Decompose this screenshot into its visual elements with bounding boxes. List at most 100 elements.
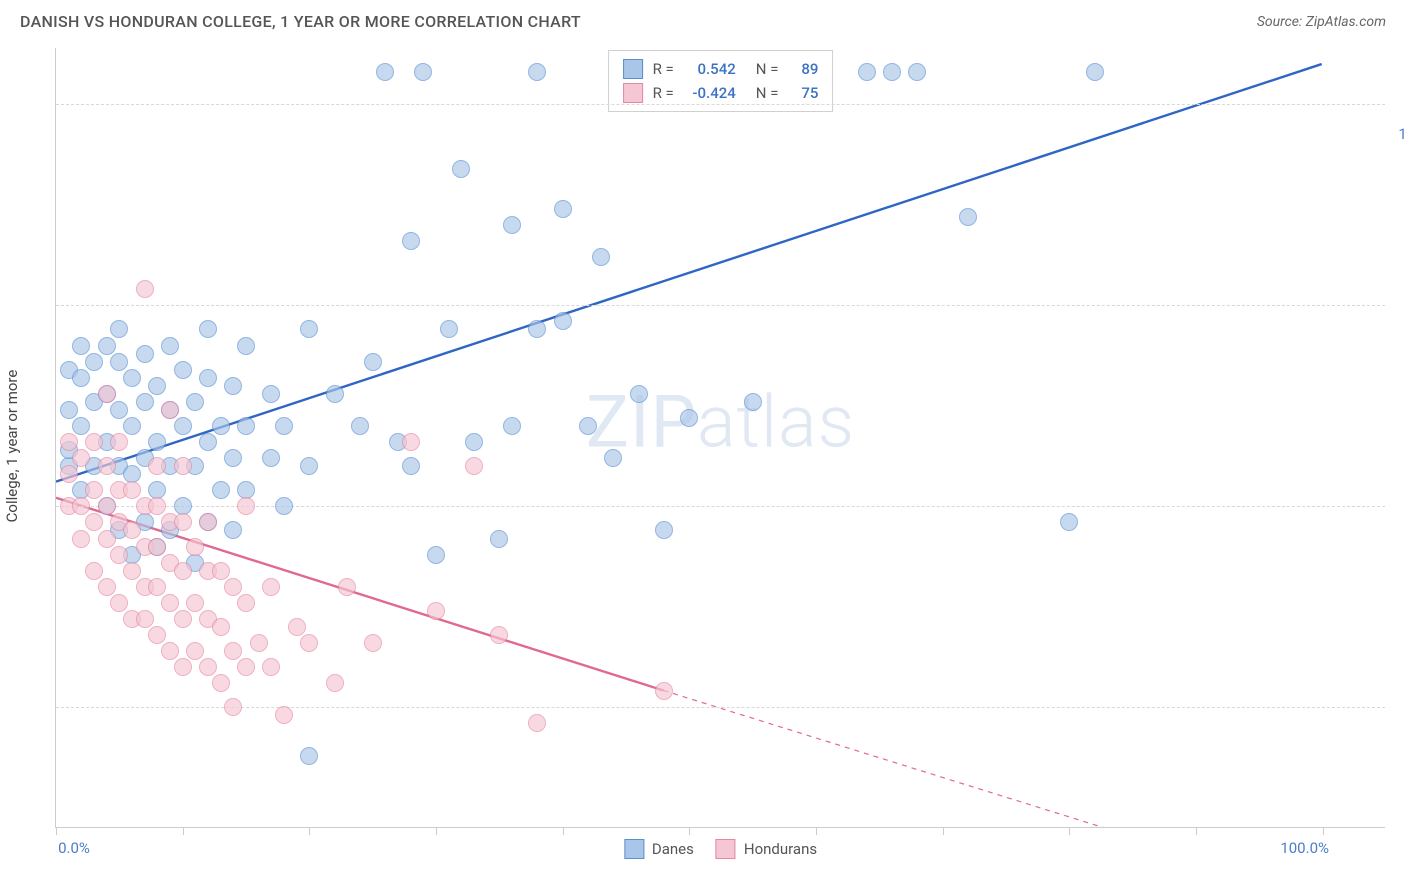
y-axis-label: College, 1 year or more [3,370,21,523]
scatter-point [351,417,369,435]
stat-n-label: N = [756,60,779,78]
scatter-point [364,634,382,652]
scatter-point [72,449,90,467]
scatter-point [224,521,242,539]
scatter-point [655,521,673,539]
scatter-point [123,562,141,580]
scatter-point [427,546,445,564]
stat-n-value: 75 [788,84,818,102]
scatter-point [136,393,154,411]
scatter-point [148,433,166,451]
scatter-point [98,385,116,403]
scatter-point [60,401,78,419]
scatter-point [554,200,572,218]
scatter-point [262,578,280,596]
scatter-point [224,449,242,467]
regression-line-extrapolated [664,690,1385,827]
scatter-point [300,320,318,338]
scatter-point [402,232,420,250]
scatter-point [528,320,546,338]
stat-r-label: R = [653,60,674,78]
stat-n-value: 89 [788,60,818,78]
scatter-point [136,345,154,363]
scatter-point [186,393,204,411]
gridline [56,305,1385,306]
scatter-point [237,497,255,515]
scatter-point [199,320,217,338]
chart-title: DANISH VS HONDURAN COLLEGE, 1 YEAR OR MO… [20,12,581,31]
scatter-point [72,497,90,515]
x-tick [1069,827,1070,835]
scatter-point [72,530,90,548]
scatter-point [60,433,78,451]
scatter-point [110,401,128,419]
watermark: ZIPatlas [586,379,855,464]
scatter-point [440,320,458,338]
scatter-point [262,449,280,467]
series-legend: Danes Hondurans [624,839,817,859]
scatter-point [98,578,116,596]
scatter-point [85,481,103,499]
scatter-point [123,417,141,435]
scatter-point [161,337,179,355]
scatter-point [161,642,179,660]
scatter-point [237,594,255,612]
scatter-point [224,377,242,395]
scatter-point [237,337,255,355]
legend-swatch [623,83,643,103]
scatter-point [427,602,445,620]
scatter-point [199,433,217,451]
x-tick [943,827,944,835]
scatter-point [402,457,420,475]
scatter-point [300,747,318,765]
scatter-point [186,594,204,612]
gridline [56,707,1385,708]
x-tick-label: 0.0% [58,839,90,857]
scatter-point [72,417,90,435]
scatter-point [858,63,876,81]
chart-source: Source: ZipAtlas.com [1257,14,1386,30]
scatter-point [110,320,128,338]
stat-n-label: N = [756,84,779,102]
series-legend-label: Hondurans [744,840,817,858]
scatter-point [528,63,546,81]
scatter-point [275,417,293,435]
scatter-point [490,626,508,644]
scatter-point [148,457,166,475]
scatter-point [326,674,344,692]
scatter-point [592,248,610,266]
legend-swatch [716,839,736,859]
scatter-point [579,417,597,435]
scatter-point [959,208,977,226]
x-tick [309,827,310,835]
scatter-point [528,714,546,732]
scatter-point [148,377,166,395]
correlation-legend-row: R = 0.542 N = 89 [623,57,819,81]
scatter-point [452,160,470,178]
scatter-point [110,546,128,564]
scatter-point [300,457,318,475]
scatter-point [199,658,217,676]
scatter-point [148,578,166,596]
scatter-point [402,433,420,451]
x-tick [183,827,184,835]
scatter-point [98,497,116,515]
series-legend-item: Danes [624,839,694,859]
scatter-point [123,369,141,387]
series-legend-label: Danes [652,840,694,858]
scatter-point [414,63,432,81]
scatter-point [161,401,179,419]
scatter-point [85,513,103,531]
scatter-point [161,594,179,612]
scatter-point [85,353,103,371]
scatter-point [630,385,648,403]
x-tick [56,827,57,835]
series-legend-item: Hondurans [716,839,817,859]
x-tick [563,827,564,835]
stat-r-value: 0.542 [684,60,736,78]
scatter-point [72,337,90,355]
scatter-point [60,465,78,483]
scatter-point [174,562,192,580]
stat-r-label: R = [653,84,674,102]
scatter-point [72,369,90,387]
